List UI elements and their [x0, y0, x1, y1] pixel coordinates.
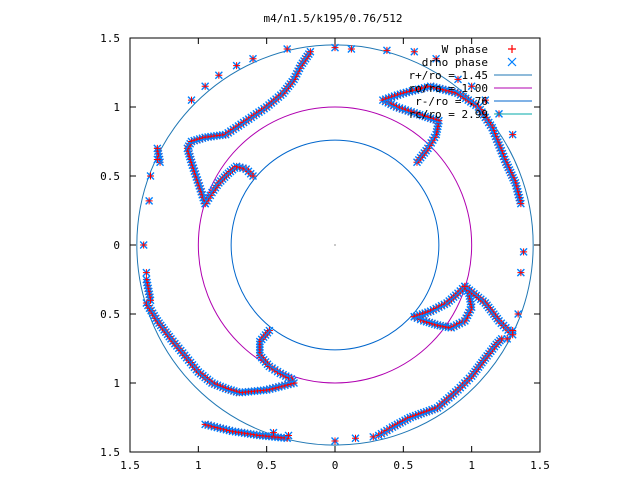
w-point [432, 55, 440, 63]
y-axis: 1.5 1 0.5 0 0.5 1 1.5 [100, 32, 540, 459]
w-point [153, 155, 161, 163]
x-tick-label: 1 [195, 459, 202, 472]
legend-drho-marker [507, 57, 517, 67]
w-point [142, 269, 150, 277]
legend-label: r-/ro = .76 [415, 95, 488, 108]
w-point [331, 44, 339, 52]
w-point [215, 71, 223, 79]
y-tick-label: 0.5 [100, 170, 120, 183]
w-point [147, 296, 154, 304]
circle-r-0.76 [230, 139, 440, 351]
w-point [347, 45, 355, 53]
w-point [352, 434, 359, 442]
w-point [503, 335, 511, 343]
w-point [331, 437, 339, 445]
w-point [249, 55, 257, 63]
w-point [481, 96, 489, 104]
x-tick-label: 1.5 [120, 459, 140, 472]
w-point [233, 62, 241, 70]
y-tick-label: 1 [113, 101, 120, 114]
y-tick-label: 1.5 [100, 32, 120, 45]
w-point [520, 248, 528, 256]
legend-label: r+/ro = 1.45 [409, 69, 488, 82]
x-axis: 1.5 1 0.5 0 0.5 1 1.5 [120, 38, 550, 472]
phase-points [139, 43, 528, 445]
legend-label: rc/ro = 2.99 [409, 108, 488, 121]
w-point [147, 172, 154, 180]
w-point [145, 197, 153, 205]
w-point [454, 75, 462, 83]
w-point [283, 45, 291, 53]
w-point [285, 431, 293, 439]
legend-label: W phase [442, 43, 488, 56]
w-point [517, 200, 525, 208]
center-dot [334, 244, 336, 246]
w-point [514, 310, 522, 318]
y-tick-label: 0 [113, 239, 120, 252]
w-point [410, 48, 418, 56]
w-point [509, 131, 517, 139]
x-tick-label: 0.5 [257, 459, 277, 472]
w-point [517, 269, 525, 277]
chart-title: m4/n1.5/k195/0.76/512 [263, 12, 402, 25]
w-point [383, 46, 391, 54]
x-tick-label: 0.5 [393, 459, 413, 472]
x-tick-label: 0 [332, 459, 339, 472]
w-point [140, 241, 148, 249]
w-point [188, 96, 195, 104]
y-tick-label: 1 [113, 377, 120, 390]
x-tick-label: 1 [468, 459, 475, 472]
w-point [468, 82, 476, 90]
x-tick-label: 1.5 [530, 459, 550, 472]
w-point [369, 433, 377, 441]
w-point [461, 282, 469, 290]
w-point [270, 429, 277, 437]
w-point [249, 172, 257, 180]
circle-r-1 [197, 106, 473, 384]
w-point [509, 327, 517, 335]
y-tick-label: 1.5 [100, 446, 120, 459]
legend-label: drho phase [422, 56, 488, 69]
legend-label: ro/ro = 1.00 [409, 82, 488, 95]
w-point [201, 82, 209, 90]
y-tick-label: 0.5 [100, 308, 120, 321]
w-point [306, 48, 314, 56]
legend-w-marker [508, 45, 516, 53]
w-point [153, 144, 161, 152]
